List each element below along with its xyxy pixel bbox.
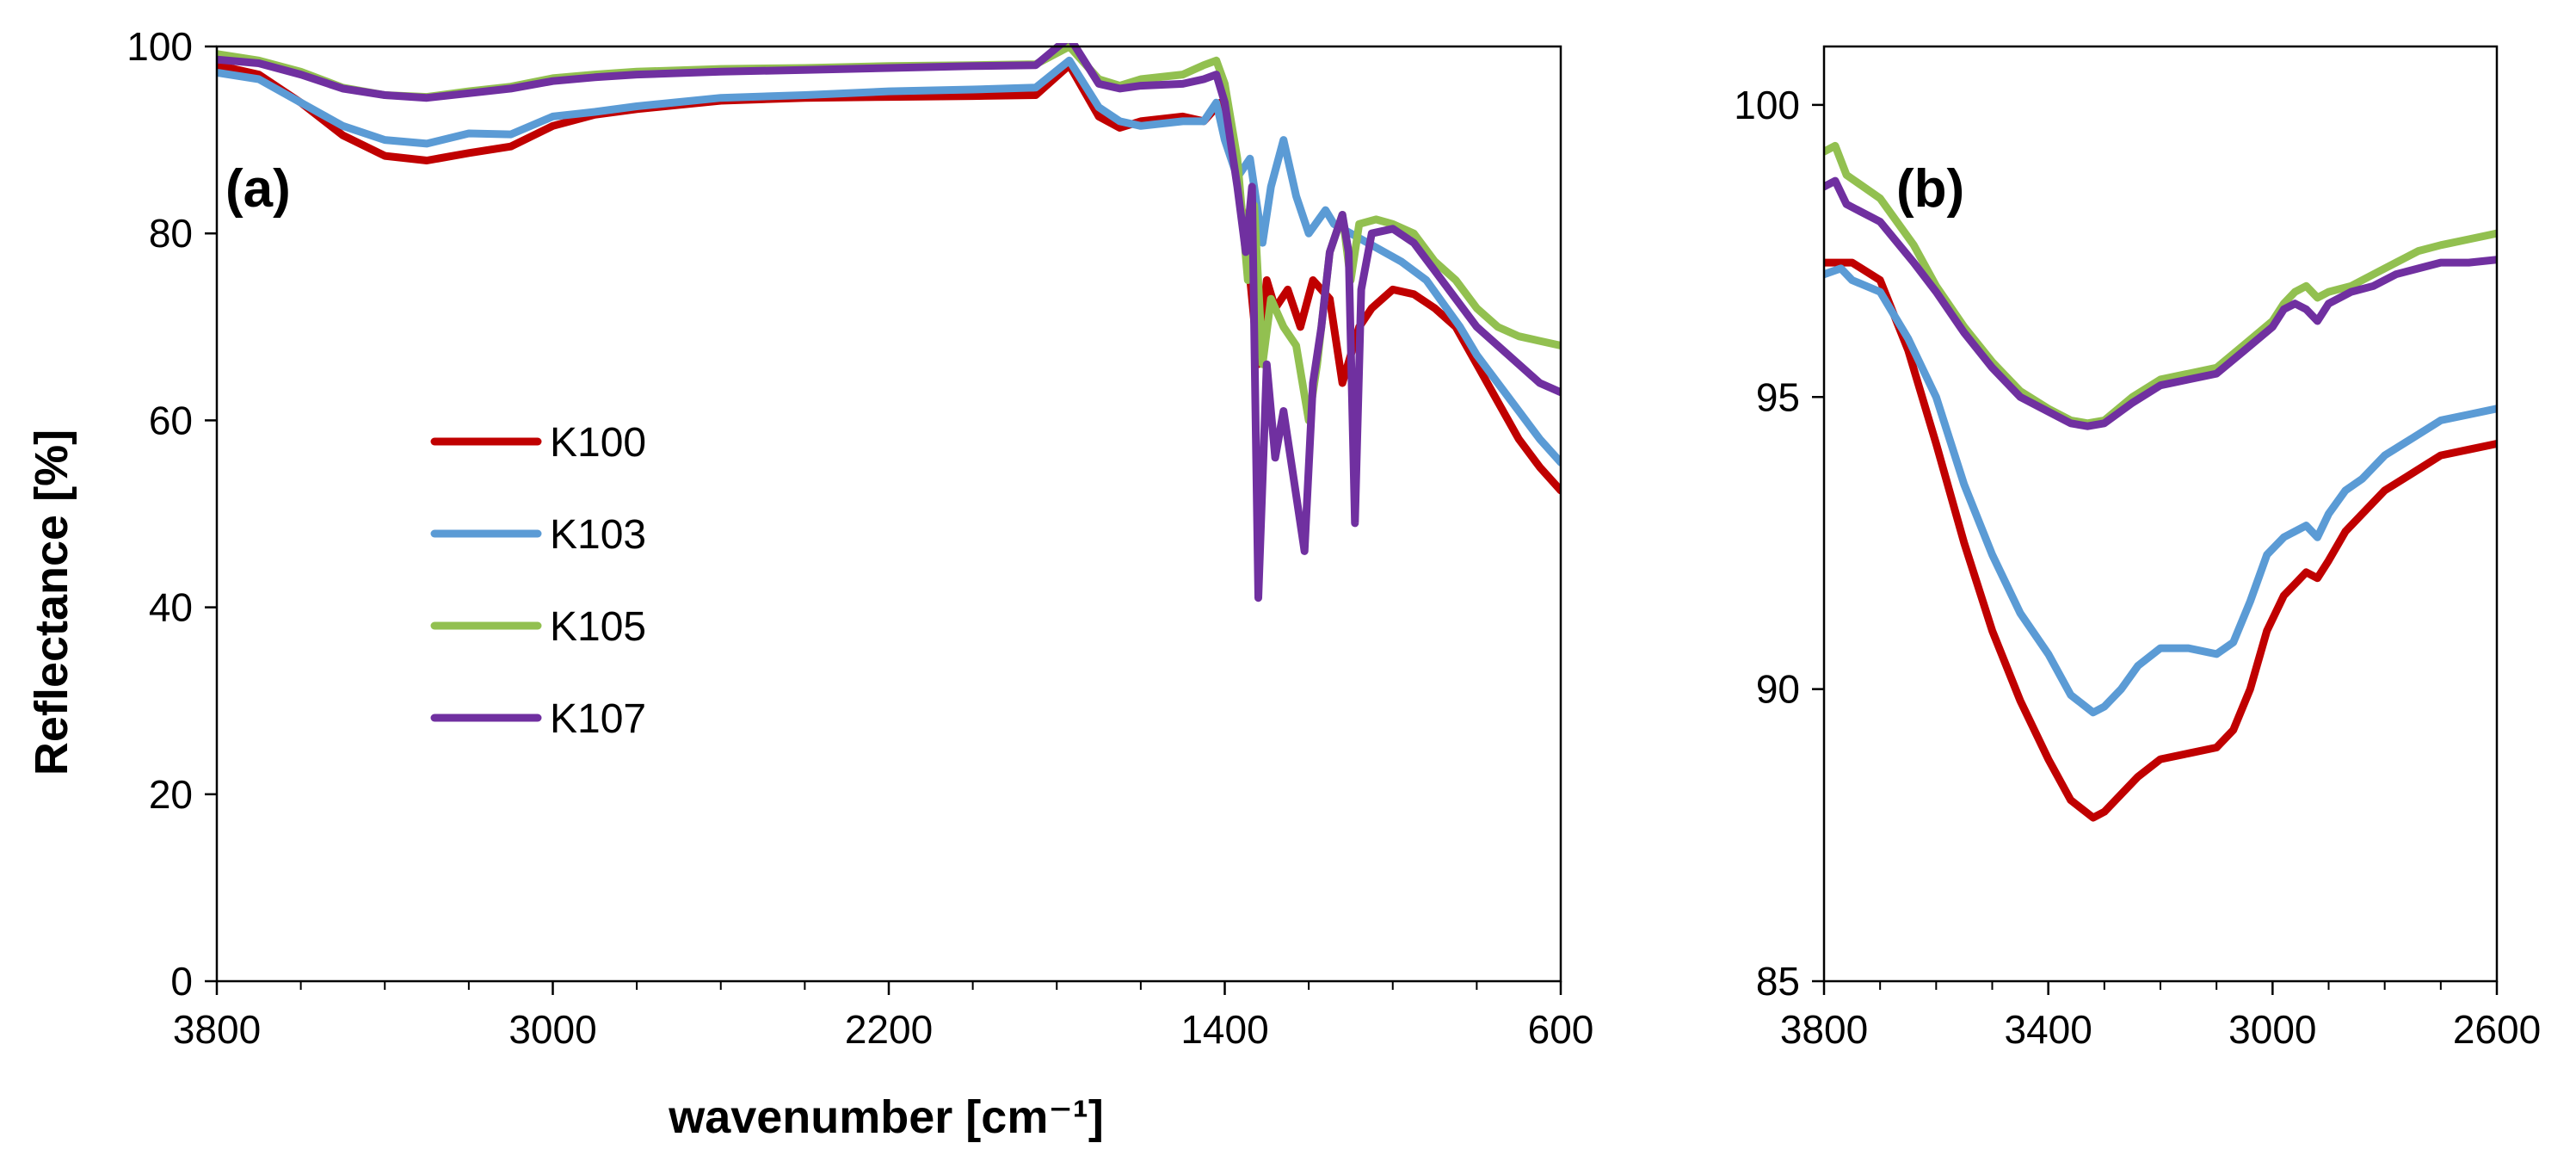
y-tick-label: 60 [149, 398, 193, 442]
y-tick-label: 100 [1734, 83, 1800, 127]
x-tick-label: 3400 [2004, 1007, 2092, 1052]
panel-a-x-axis-title: wavenumber [cm⁻¹] [668, 1091, 1104, 1143]
series-line-k103 [217, 56, 1561, 467]
x-tick-label: 3000 [2228, 1007, 2316, 1052]
y-tick-label: 90 [1756, 667, 1800, 712]
y-tick-label: 0 [170, 959, 193, 1004]
x-tick-label: 3000 [508, 1007, 596, 1052]
panel-a-y-axis-title: Reflectance [%] [26, 429, 77, 775]
legend-label-k107: K107 [550, 696, 646, 742]
y-tick-label: 40 [149, 585, 193, 630]
legend-label-k100: K100 [550, 420, 646, 466]
x-tick-label: 3800 [173, 1007, 261, 1052]
panel-a-ticks: 3800 3000 2200 1400 600 0 20 40 60 80 100 [126, 24, 1593, 1052]
series-line-k107 [1824, 176, 2497, 430]
x-tick-label: 3800 [1780, 1007, 1868, 1052]
x-tick-label: 2600 [2453, 1007, 2541, 1052]
panel-b-label: (b) [1896, 159, 1964, 219]
series-line-k100 [1824, 258, 2497, 822]
y-tick-label: 100 [126, 24, 193, 69]
x-tick-label: 600 [1528, 1007, 1594, 1052]
panel-b-series-group [1824, 141, 2497, 822]
series-line-k107 [217, 43, 1561, 602]
series-line-k103 [1824, 264, 2497, 717]
panel-b-ticks: 3800 3400 3000 2600 85 90 95 100 [1734, 83, 2541, 1052]
panel-a-legend: K100 K103 K105 K107 [430, 420, 646, 742]
x-tick-label: 2200 [845, 1007, 933, 1052]
panel-a-label: (a) [225, 159, 291, 219]
x-tick-label: 1400 [1180, 1007, 1268, 1052]
y-tick-label: 95 [1756, 374, 1800, 419]
panel-a: 3800 3000 2200 1400 600 0 20 40 60 80 100 (a) wave… [26, 24, 1593, 1143]
legend-label-k105: K105 [550, 604, 646, 650]
y-tick-label: 80 [149, 211, 193, 256]
y-tick-label: 20 [149, 772, 193, 817]
y-tick-label: 85 [1756, 959, 1800, 1004]
legend-label-k103: K103 [550, 512, 646, 558]
panel-a-series-group [217, 43, 1561, 602]
panel-b: 3800 3400 3000 2600 85 90 95 100 (b) [1734, 45, 2541, 1052]
